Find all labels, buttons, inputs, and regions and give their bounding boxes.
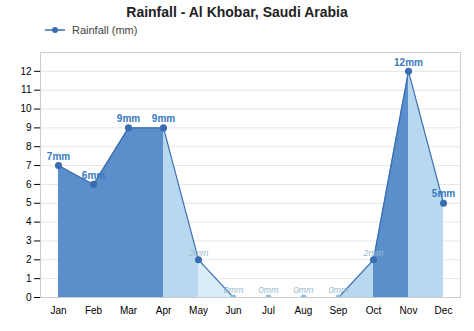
svg-text:5mm: 5mm: [432, 188, 455, 199]
svg-text:12: 12: [20, 66, 32, 77]
svg-text:11: 11: [21, 84, 32, 95]
svg-text:Jul: Jul: [262, 305, 275, 316]
svg-text:6: 6: [26, 179, 32, 190]
svg-text:4: 4: [26, 216, 32, 227]
svg-text:0mm: 0mm: [294, 285, 315, 295]
svg-text:Jan: Jan: [50, 305, 66, 316]
svg-text:2: 2: [26, 254, 32, 265]
svg-text:7mm: 7mm: [47, 151, 70, 162]
html-text:Rainfall - Al Khobar, Saudi Ar: Rainfall - Al Khobar, Saudi Arabia: [126, 4, 348, 20]
svg-text:8: 8: [26, 141, 32, 152]
svg-text:Sep: Sep: [330, 305, 348, 316]
svg-text:5: 5: [26, 197, 32, 208]
svg-text:Nov: Nov: [400, 305, 418, 316]
svg-text:0mm: 0mm: [329, 285, 350, 295]
svg-text:May: May: [189, 305, 208, 316]
svg-text:Mar: Mar: [120, 305, 138, 316]
svg-text:0mm: 0mm: [259, 285, 280, 295]
svg-text:7: 7: [26, 160, 32, 171]
svg-text:6mm: 6mm: [82, 170, 105, 181]
svg-text:10: 10: [20, 103, 32, 114]
svg-text:0: 0: [26, 292, 32, 303]
svg-text:9: 9: [26, 122, 32, 133]
svg-text:Aug: Aug: [295, 305, 313, 316]
svg-text:Apr: Apr: [156, 305, 172, 316]
svg-text:9mm: 9mm: [152, 113, 175, 124]
svg-text:2mm: 2mm: [188, 248, 210, 258]
svg-text:Feb: Feb: [85, 305, 103, 316]
svg-text:3: 3: [26, 235, 32, 246]
svg-text:12mm: 12mm: [394, 57, 423, 68]
html-text:Rainfall (mm): Rainfall (mm): [72, 24, 138, 36]
svg-text:Jun: Jun: [225, 305, 241, 316]
svg-text:9mm: 9mm: [117, 113, 140, 124]
svg-text:1: 1: [26, 273, 32, 284]
svg-text:Oct: Oct: [366, 305, 382, 316]
svg-text:Dec: Dec: [435, 305, 453, 316]
svg-text:2mm: 2mm: [363, 248, 385, 258]
svg-text:0mm: 0mm: [224, 285, 245, 295]
